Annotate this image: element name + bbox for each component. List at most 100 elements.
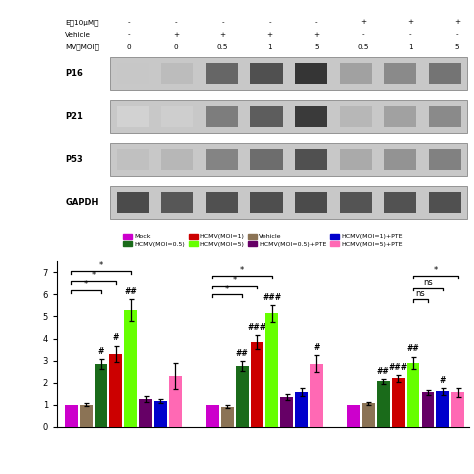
Text: P21: P21 [65, 112, 83, 121]
Bar [110, 186, 467, 219]
Bar [154, 401, 167, 427]
Bar [295, 192, 327, 213]
Bar [117, 63, 149, 84]
Text: *: * [99, 262, 103, 271]
Bar [250, 192, 283, 213]
Bar [110, 100, 467, 133]
Bar [206, 405, 219, 427]
Text: +: + [266, 32, 273, 38]
Bar [347, 405, 360, 427]
Bar [295, 63, 327, 84]
Text: -: - [221, 19, 224, 26]
Bar [421, 392, 434, 427]
Bar [250, 63, 283, 84]
Bar [251, 342, 264, 427]
Text: *: * [84, 280, 88, 289]
Bar [110, 143, 467, 176]
Text: *: * [91, 271, 96, 280]
Text: #: # [439, 375, 446, 384]
Bar [429, 63, 461, 84]
Text: 0.5: 0.5 [357, 44, 369, 50]
Bar [384, 149, 416, 170]
Bar [250, 149, 283, 170]
Text: #: # [113, 334, 119, 343]
Bar [429, 106, 461, 128]
Text: *: * [433, 266, 438, 275]
Bar [139, 399, 152, 427]
Text: E（10μM）: E（10μM） [65, 19, 99, 26]
Text: 5: 5 [455, 44, 459, 50]
Text: P16: P16 [65, 69, 83, 78]
Bar [295, 106, 327, 128]
Bar [206, 106, 238, 128]
Bar [161, 63, 193, 84]
Bar [310, 364, 323, 427]
Bar [65, 405, 78, 427]
Bar [280, 397, 293, 427]
Bar [221, 407, 234, 427]
Text: ##: ## [236, 349, 248, 358]
Bar [451, 392, 464, 427]
Bar [124, 310, 137, 427]
Text: 0.5: 0.5 [217, 44, 228, 50]
Text: ns: ns [423, 278, 433, 287]
Bar [161, 149, 193, 170]
Text: +: + [313, 32, 319, 38]
Text: 1: 1 [267, 44, 272, 50]
Bar [384, 106, 416, 128]
Text: -: - [315, 19, 318, 26]
Bar [250, 106, 283, 128]
Bar [295, 149, 327, 170]
Text: *: * [225, 284, 229, 293]
Text: 1: 1 [408, 44, 412, 50]
Bar [407, 363, 419, 427]
Text: ###: ### [389, 363, 408, 372]
Bar [236, 366, 248, 427]
Text: +: + [407, 19, 413, 26]
Text: ##: ## [377, 367, 390, 376]
Text: 0: 0 [127, 44, 131, 50]
Bar [117, 192, 149, 213]
Text: ###: ### [262, 293, 282, 302]
Bar [161, 192, 193, 213]
Text: +: + [360, 19, 366, 26]
Bar [95, 364, 108, 427]
Bar [340, 106, 372, 128]
Text: P53: P53 [65, 155, 83, 164]
Text: -: - [128, 19, 130, 26]
Text: GAPDH: GAPDH [65, 198, 99, 207]
Text: -: - [268, 19, 271, 26]
Bar [392, 378, 405, 427]
Text: *: * [233, 276, 237, 285]
Bar [377, 382, 390, 427]
Text: -: - [128, 32, 130, 38]
Text: Vehicle: Vehicle [65, 32, 91, 38]
Bar [117, 149, 149, 170]
Text: #: # [98, 347, 104, 356]
Text: ##: ## [407, 345, 419, 354]
Bar [206, 192, 238, 213]
Bar [169, 376, 182, 427]
Bar [206, 63, 238, 84]
Bar [362, 403, 375, 427]
Bar [437, 392, 449, 427]
Text: -: - [409, 32, 411, 38]
Bar [340, 149, 372, 170]
Text: 0: 0 [173, 44, 178, 50]
Text: -: - [362, 32, 365, 38]
Bar [340, 192, 372, 213]
Legend: Mock, HCMV(MOI=0.5), HCMV(MOI=1), HCMV(MOI=5), Vehicle, HCMV(MOI=0.5)+PTE, HCMV(: Mock, HCMV(MOI=0.5), HCMV(MOI=1), HCMV(M… [123, 234, 403, 247]
Bar [429, 192, 461, 213]
Text: +: + [454, 19, 460, 26]
Text: +: + [173, 32, 179, 38]
Text: MV（MOI）: MV（MOI） [65, 44, 99, 50]
Bar [206, 149, 238, 170]
Text: ns: ns [416, 289, 425, 298]
Text: 5: 5 [314, 44, 319, 50]
Text: -: - [174, 19, 177, 26]
Bar [295, 392, 308, 427]
Text: -: - [456, 32, 458, 38]
Text: *: * [240, 266, 244, 275]
Text: #: # [313, 343, 319, 352]
Bar [117, 106, 149, 128]
